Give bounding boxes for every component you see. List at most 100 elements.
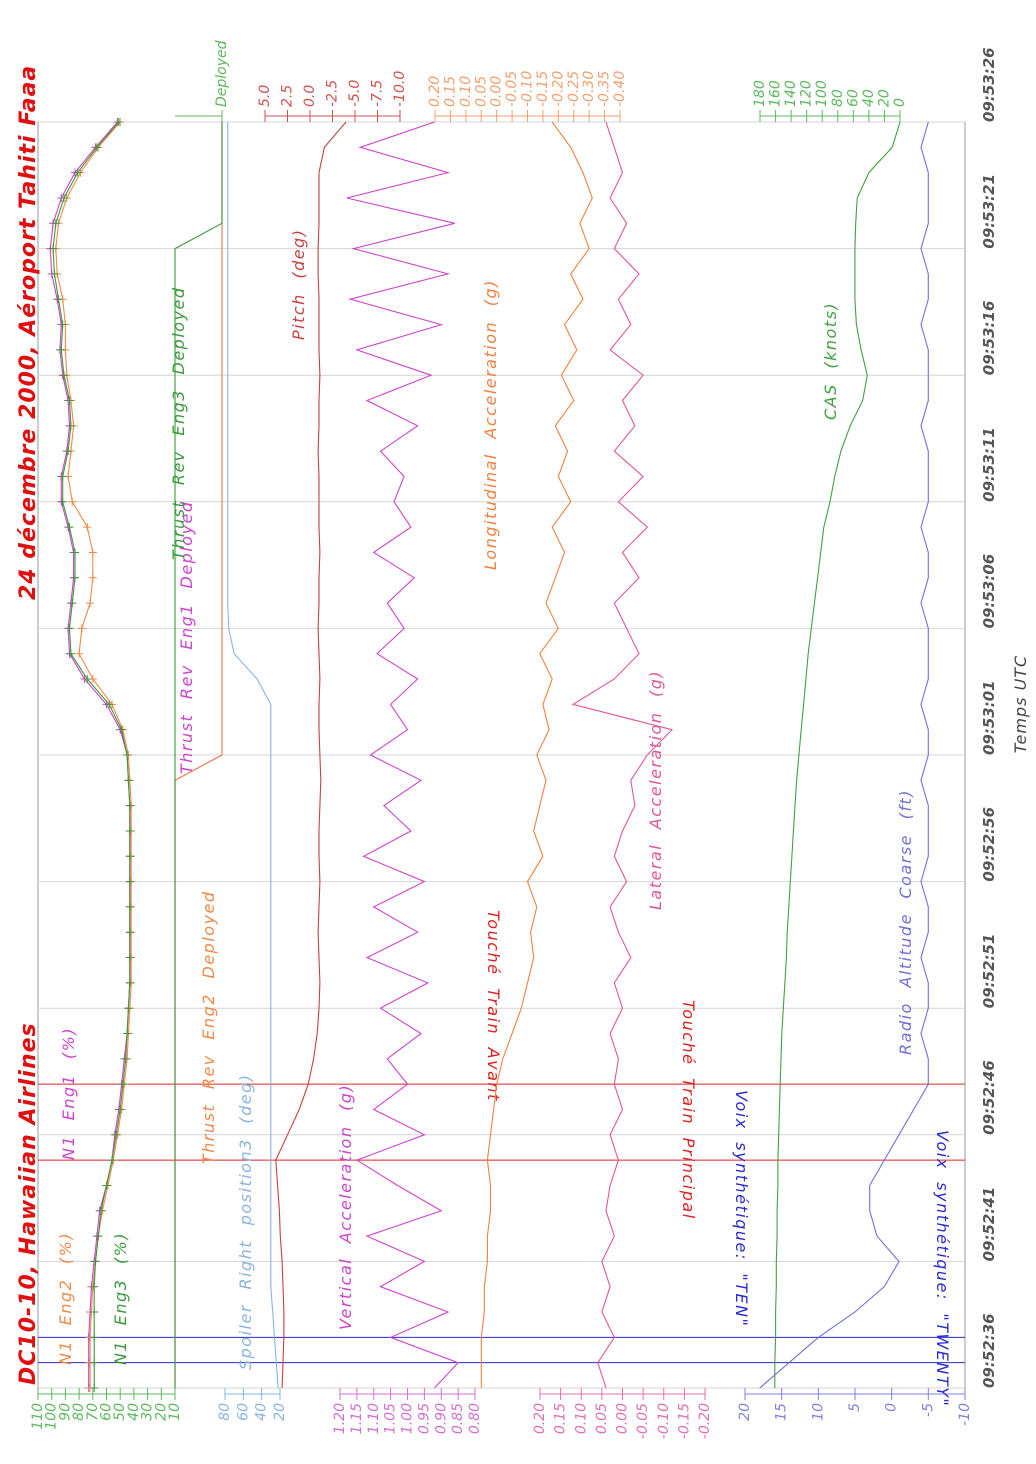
- point-marker: [102, 1181, 111, 1190]
- y-tick-label: -10.0: [392, 71, 408, 107]
- x-tick-label: 09:52:56: [980, 807, 998, 882]
- x-tick-label: 09:52:51: [980, 934, 998, 1009]
- y-tick-label: 20: [153, 1403, 169, 1421]
- y-tick-label: 0.00: [489, 76, 505, 107]
- point-marker: [49, 244, 58, 253]
- point-marker: [125, 801, 134, 810]
- point-marker: [90, 1384, 99, 1392]
- y-tick-label: Deployed: [214, 40, 230, 107]
- y-tick-label: 0.85: [450, 1403, 466, 1434]
- series-label: Longitudinal Acceleration (g): [481, 279, 500, 570]
- y-tick-label: 0.05: [594, 1403, 610, 1434]
- series-label: Lateral Acceleration (g): [646, 670, 665, 910]
- y-tick-label: 1.00: [400, 1403, 416, 1434]
- series-label: CAS (knots): [821, 302, 840, 420]
- y-tick-label: 15: [774, 1403, 790, 1421]
- point-marker: [86, 599, 95, 608]
- point-marker: [123, 1029, 132, 1038]
- point-marker: [73, 168, 82, 177]
- point-marker: [57, 345, 66, 354]
- y-tick-label: 0.90: [433, 1403, 449, 1434]
- y-tick-label: 0: [884, 1403, 900, 1412]
- point-marker: [116, 1105, 125, 1114]
- point-marker: [65, 523, 74, 532]
- y-tick-label: 80: [217, 1403, 233, 1421]
- event-label: Voix synthétique: "TWENTY": [933, 1130, 952, 1407]
- point-marker: [83, 523, 92, 532]
- y-tick-label: 0.0: [302, 85, 318, 107]
- y-tick-label: 0.95: [416, 1403, 432, 1434]
- point-marker: [112, 1130, 121, 1139]
- y-tick-label: 1.15: [349, 1403, 365, 1434]
- point-marker: [65, 624, 74, 633]
- y-tick-label: 20: [876, 89, 892, 107]
- point-marker: [70, 573, 79, 582]
- series-label: Thrust Rev Eng1 Deployed: [177, 500, 196, 774]
- y-tick-label: 60: [235, 1403, 251, 1421]
- point-marker: [64, 447, 73, 456]
- series-line: [759, 121, 929, 1389]
- point-marker: [60, 193, 69, 202]
- y-tick-label: -7.5: [370, 80, 386, 107]
- series-line: [275, 121, 347, 1389]
- series-label: N1 Eng2 (%): [56, 1232, 75, 1365]
- x-tick-label: 09:52:46: [980, 1060, 998, 1135]
- y-tick-label: 160: [768, 80, 784, 107]
- x-tick-label: 09:53:01: [980, 680, 998, 755]
- series-label: Pitch (deg): [289, 228, 308, 340]
- point-marker: [58, 497, 67, 506]
- point-marker: [118, 1080, 127, 1089]
- y-tick-label: -0.20: [697, 1403, 713, 1439]
- point-marker: [125, 978, 134, 987]
- y-tick-label: 0: [892, 98, 908, 107]
- y-tick-label: -0.15: [535, 71, 551, 107]
- series-label: N1 Eng1 (%): [59, 1027, 78, 1160]
- y-tick-label: 60: [99, 1403, 115, 1421]
- y-tick-label: 80: [71, 1403, 87, 1421]
- series-label: Radio Altitude Coarse (ft): [896, 789, 915, 1055]
- point-marker: [94, 1232, 103, 1241]
- y-tick-label: 0.80: [467, 1403, 483, 1434]
- y-tick-label: -0.25: [566, 71, 582, 107]
- y-tick-label: 80: [830, 89, 846, 107]
- series-label: Spoiler Right position3 (deg): [236, 1074, 255, 1371]
- point-marker: [125, 877, 134, 886]
- y-tick-label: 20: [737, 1403, 753, 1421]
- y-tick-label: 140: [783, 80, 799, 107]
- y-tick-label: 0.20: [427, 76, 443, 107]
- point-marker: [51, 219, 60, 228]
- y-tick-label: -5: [920, 1403, 936, 1417]
- y-tick-label: -10: [957, 1403, 973, 1426]
- point-marker: [54, 295, 63, 304]
- y-tick-label: 2.5: [280, 85, 296, 107]
- x-tick-label: 09:53:06: [980, 554, 998, 629]
- point-marker: [125, 826, 134, 835]
- y-tick-label: 0.20: [532, 1403, 548, 1434]
- y-tick-label: 120: [799, 80, 815, 107]
- point-marker: [65, 396, 74, 405]
- point-marker: [124, 776, 133, 785]
- event-label: Touché Train Avant: [484, 910, 503, 1102]
- x-tick-label: 09:53:21: [980, 174, 998, 249]
- point-marker: [107, 1156, 116, 1165]
- y-tick-label: 0.15: [442, 76, 458, 107]
- x-tick-label: 09:53:11: [980, 427, 998, 502]
- series-line: [774, 121, 901, 1388]
- point-marker: [121, 1054, 130, 1063]
- point-marker: [58, 472, 67, 481]
- y-tick-label: 5.0: [257, 85, 273, 107]
- y-tick-label: 0.05: [473, 76, 489, 107]
- point-marker: [124, 1004, 133, 1013]
- point-marker: [60, 371, 69, 380]
- series-label: Vertical Acceleration (g): [336, 1084, 355, 1330]
- event-label: Touché Train Principal: [679, 1000, 698, 1220]
- point-marker: [90, 1333, 99, 1342]
- point-marker: [66, 649, 75, 658]
- y-tick-label: 40: [861, 89, 877, 107]
- series-label: Thrust Rev Eng2 Deployed: [199, 890, 218, 1164]
- y-tick-label: 0.15: [553, 1403, 569, 1434]
- point-marker: [88, 548, 97, 557]
- point-marker: [125, 902, 134, 911]
- y-tick-label: 30: [140, 1403, 156, 1421]
- point-marker: [91, 1257, 100, 1266]
